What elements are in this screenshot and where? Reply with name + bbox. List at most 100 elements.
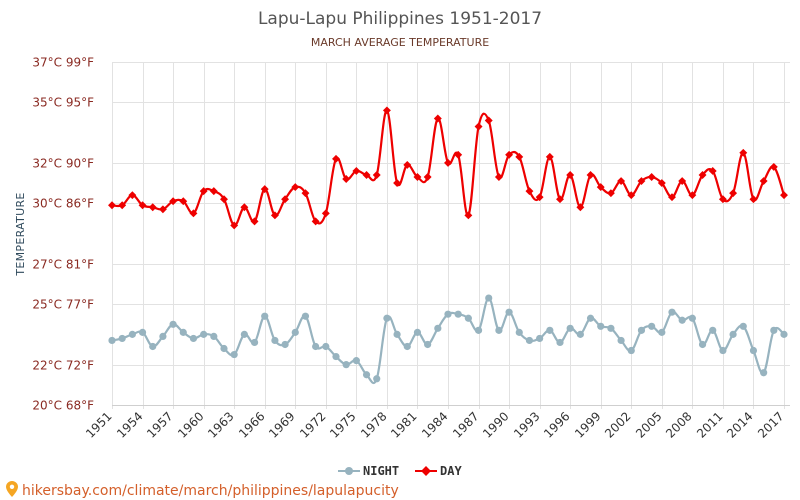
night-point[interactable]	[597, 322, 605, 330]
night-point[interactable]	[546, 326, 554, 334]
night-point[interactable]	[413, 328, 422, 336]
day-point[interactable]	[423, 173, 432, 181]
night-point[interactable]	[179, 328, 187, 336]
day-point[interactable]	[617, 177, 626, 185]
day-point[interactable]	[291, 183, 300, 192]
night-point[interactable]	[159, 332, 167, 340]
night-point[interactable]	[678, 316, 686, 324]
day-point[interactable]	[657, 179, 666, 188]
day-point[interactable]	[759, 177, 768, 185]
night-point[interactable]	[688, 314, 696, 322]
day-point[interactable]	[250, 217, 259, 226]
night-point[interactable]	[485, 294, 493, 302]
source-link[interactable]: hikersbay.com/climate/march/philippines/…	[6, 481, 399, 499]
night-point[interactable]	[108, 336, 116, 345]
night-point[interactable]	[525, 336, 534, 345]
day-point[interactable]	[260, 185, 269, 194]
day-point[interactable]	[688, 191, 697, 200]
day-point[interactable]	[372, 171, 381, 179]
night-point[interactable]	[332, 352, 340, 361]
night-point[interactable]	[780, 330, 788, 338]
legend-item-day[interactable]: DAY	[415, 464, 462, 478]
day-point[interactable]	[576, 203, 585, 212]
night-point[interactable]	[128, 330, 136, 338]
day-point[interactable]	[189, 209, 198, 218]
night-point[interactable]	[271, 336, 279, 345]
day-point[interactable]	[128, 191, 137, 200]
night-point[interactable]	[261, 312, 269, 320]
night-point[interactable]	[403, 342, 411, 351]
night-point[interactable]	[291, 328, 299, 336]
night-point[interactable]	[281, 340, 289, 349]
day-point[interactable]	[220, 195, 228, 204]
day-point[interactable]	[474, 122, 483, 131]
day-point[interactable]	[566, 171, 575, 179]
night-point[interactable]	[362, 371, 371, 379]
night-point[interactable]	[505, 308, 513, 316]
day-point[interactable]	[464, 211, 473, 220]
night-point[interactable]	[189, 334, 198, 343]
day-point[interactable]	[179, 197, 188, 206]
night-point[interactable]	[434, 324, 442, 332]
day-point[interactable]	[454, 150, 463, 159]
night-point[interactable]	[739, 322, 747, 330]
night-point[interactable]	[637, 326, 646, 334]
night-point[interactable]	[250, 338, 259, 347]
night-point[interactable]	[444, 310, 452, 318]
day-point[interactable]	[698, 171, 707, 179]
day-point[interactable]	[729, 189, 738, 198]
night-point[interactable]	[352, 357, 360, 365]
night-point[interactable]	[709, 326, 717, 334]
day-point[interactable]	[718, 195, 727, 204]
day-point[interactable]	[148, 203, 157, 212]
day-point[interactable]	[321, 209, 330, 218]
night-point[interactable]	[536, 334, 544, 343]
day-point[interactable]	[505, 150, 514, 159]
day-point[interactable]	[352, 166, 361, 175]
night-point[interactable]	[719, 346, 727, 355]
day-point[interactable]	[118, 201, 127, 210]
night-point[interactable]	[495, 326, 503, 334]
source-url[interactable]: hikersbay.com/climate/march/philippines/…	[22, 483, 399, 499]
day-point[interactable]	[749, 195, 758, 204]
night-point[interactable]	[617, 336, 625, 345]
night-point[interactable]	[118, 334, 126, 343]
night-point[interactable]	[698, 340, 707, 349]
night-point[interactable]	[393, 330, 401, 338]
night-point[interactable]	[586, 314, 595, 322]
day-point[interactable]	[586, 171, 595, 179]
day-point[interactable]	[281, 195, 290, 204]
day-point[interactable]	[708, 166, 717, 175]
day-point[interactable]	[444, 158, 452, 167]
day-point[interactable]	[108, 201, 116, 210]
night-point[interactable]	[169, 320, 177, 328]
night-point[interactable]	[576, 330, 584, 338]
day-point[interactable]	[393, 179, 402, 188]
day-point[interactable]	[647, 173, 656, 181]
night-point[interactable]	[668, 308, 676, 316]
night-point[interactable]	[648, 322, 656, 330]
night-point[interactable]	[383, 314, 391, 322]
day-point[interactable]	[138, 201, 147, 210]
night-point[interactable]	[138, 328, 147, 336]
day-point[interactable]	[158, 205, 167, 214]
day-point[interactable]	[209, 187, 218, 196]
day-point[interactable]	[545, 152, 554, 161]
day-point[interactable]	[627, 191, 636, 200]
night-point[interactable]	[729, 330, 737, 338]
day-point[interactable]	[169, 197, 178, 206]
day-point[interactable]	[382, 106, 391, 115]
day-point[interactable]	[596, 183, 605, 192]
night-point[interactable]	[454, 310, 462, 318]
night-point[interactable]	[230, 350, 238, 359]
day-point[interactable]	[780, 191, 788, 200]
day-point[interactable]	[199, 187, 208, 196]
night-point[interactable]	[474, 326, 483, 334]
night-point[interactable]	[464, 314, 472, 322]
night-point[interactable]	[515, 328, 523, 336]
day-point[interactable]	[556, 195, 564, 204]
night-point[interactable]	[424, 340, 432, 349]
day-point[interactable]	[362, 171, 371, 179]
night-point[interactable]	[149, 342, 157, 351]
day-point[interactable]	[342, 175, 351, 183]
